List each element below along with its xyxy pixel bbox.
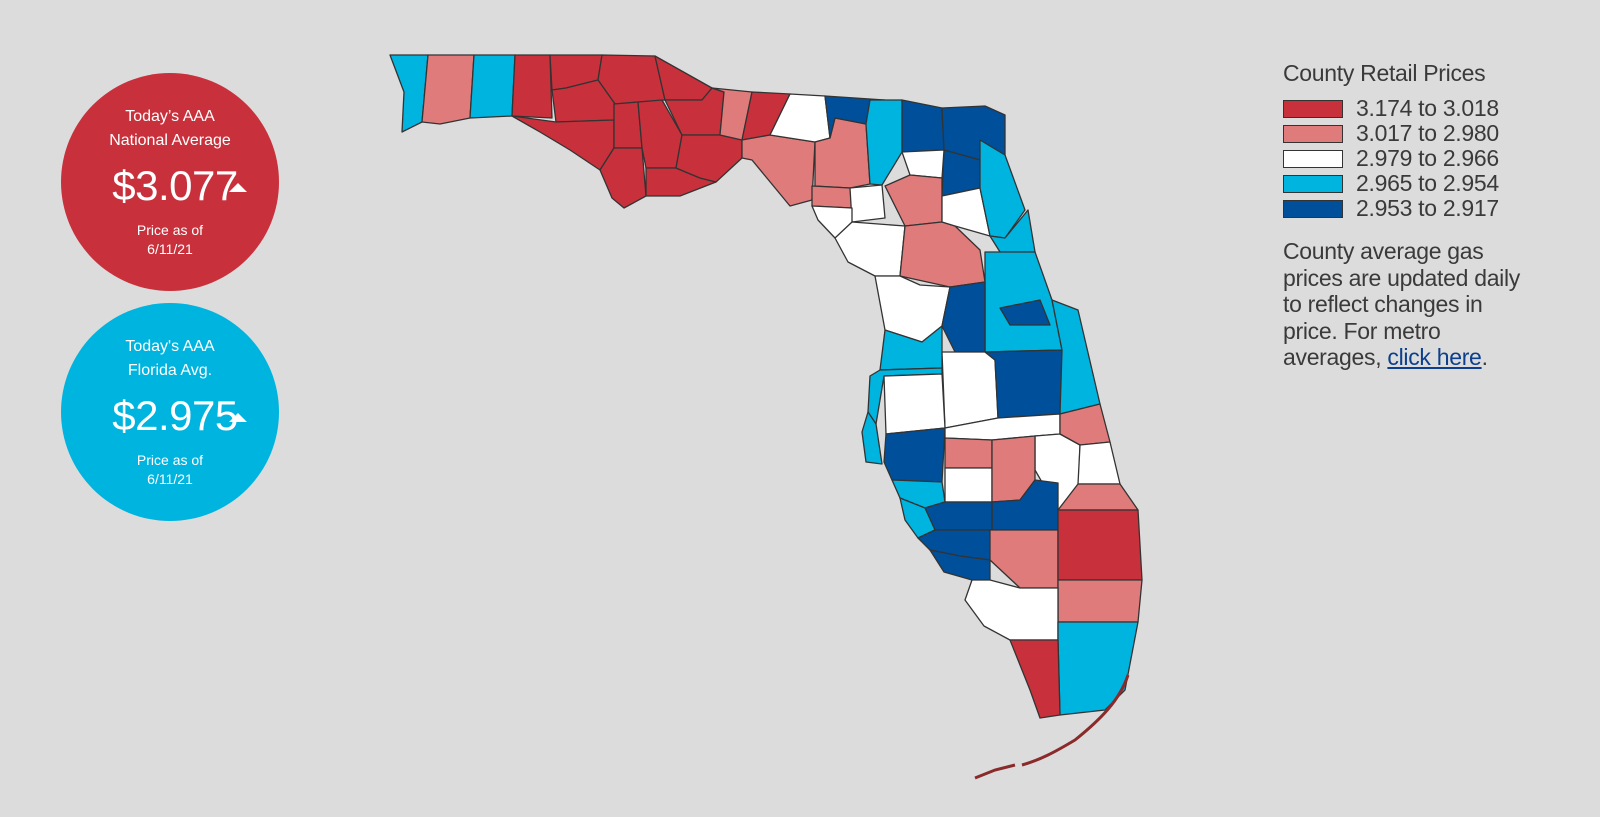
county-walton[interactable] — [511, 54, 553, 119]
legend-item: 2.979 to 2.966 — [1283, 146, 1533, 171]
florida-average-badge: Today's AAA Florida Avg. $2.975 Price as… — [61, 303, 279, 521]
legend-title: County Retail Prices — [1283, 60, 1486, 86]
florida-average-price: $2.975 — [112, 392, 238, 439]
county-baker[interactable] — [865, 99, 903, 186]
county-jefferson[interactable] — [711, 87, 753, 141]
county-broward[interactable] — [1057, 621, 1139, 716]
florida-keys — [974, 674, 1130, 780]
county-pasco[interactable] — [883, 373, 946, 435]
legend-swatch — [1283, 149, 1343, 168]
county-hardee[interactable] — [944, 467, 993, 503]
county-nassau[interactable] — [901, 99, 945, 153]
map-legend: County Retail Prices 3.174 to 3.018 3.01… — [1283, 58, 1533, 371]
legend-range: 2.965 to 2.954 — [1356, 170, 1499, 196]
legend-swatch — [1283, 199, 1343, 218]
county-sumter[interactable] — [941, 351, 999, 429]
county-gilchrist[interactable] — [849, 184, 886, 223]
legend-note-text: County average gas prices are updated da… — [1283, 238, 1521, 370]
county-volusia[interactable] — [984, 251, 1063, 353]
legend-range: 2.953 to 2.917 — [1356, 195, 1499, 221]
county-lake[interactable] — [941, 281, 986, 353]
county-seminole[interactable] — [999, 299, 1051, 326]
county-bay[interactable] — [511, 115, 615, 171]
legend-swatch — [1283, 174, 1343, 193]
county-okeechobee[interactable] — [1077, 441, 1121, 485]
county-union[interactable] — [901, 149, 945, 179]
county-bradford[interactable] — [884, 174, 943, 227]
legend-note: County average gas prices are updated da… — [1283, 238, 1523, 371]
legend-range: 3.017 to 2.980 — [1356, 120, 1499, 146]
national-price-date: Price as of 6/11/21 — [61, 221, 279, 259]
county-santa-rosa[interactable] — [421, 54, 475, 125]
legend-swatch — [1283, 99, 1343, 118]
county-levy[interactable] — [834, 221, 906, 277]
legend-swatch — [1283, 124, 1343, 143]
county-gadsden[interactable] — [654, 55, 713, 101]
county-hendry[interactable] — [989, 529, 1059, 589]
florida-asof-label: Price as of — [136, 452, 204, 468]
florida-average-title: Today's AAA Florida Avg. — [61, 335, 279, 383]
legend-item: 2.965 to 2.954 — [1283, 171, 1533, 196]
legend-item: 3.174 to 3.018 — [1283, 96, 1533, 121]
florida-asof-date: 6/11/21 — [147, 471, 193, 487]
national-asof-date: 6/11/21 — [147, 241, 193, 257]
county-palm-beach[interactable] — [1057, 579, 1143, 623]
national-title-line1: Today’s AAA — [125, 108, 215, 125]
up-triangle-icon — [229, 183, 247, 192]
county-flagler[interactable] — [989, 209, 1036, 253]
county-escambia[interactable] — [389, 54, 429, 133]
national-asof-label: Price as of — [136, 222, 204, 238]
legend-note-end: . — [1481, 344, 1488, 370]
county-manatee-area[interactable] — [944, 437, 993, 469]
national-average-price: $3.077 — [112, 162, 238, 209]
county-okaloosa[interactable] — [469, 54, 516, 119]
up-triangle-icon — [229, 413, 247, 422]
legend-range: 2.979 to 2.966 — [1356, 145, 1499, 171]
national-title-line2: National Average — [109, 132, 231, 149]
county-pinellas[interactable] — [861, 411, 883, 465]
county-martin[interactable] — [1057, 509, 1143, 581]
county-taylor[interactable] — [741, 134, 816, 207]
legend-item: 3.017 to 2.980 — [1283, 121, 1533, 146]
county-citrus[interactable] — [879, 325, 943, 371]
metro-averages-link[interactable]: click here — [1387, 344, 1482, 370]
county-lafayette[interactable] — [811, 185, 853, 209]
legend-range: 3.174 to 3.018 — [1356, 95, 1499, 121]
county-calhoun[interactable] — [613, 101, 643, 149]
county-putnam[interactable] — [941, 187, 991, 237]
county-desoto[interactable] — [924, 501, 993, 531]
national-average-badge: Today’s AAA National Average $3.077 Pric… — [61, 73, 279, 291]
florida-title-line2: Florida Avg. — [127, 362, 213, 379]
national-average-title: Today’s AAA National Average — [61, 105, 279, 153]
legend-item: 2.953 to 2.917 — [1283, 196, 1533, 221]
county-alachua[interactable] — [899, 221, 986, 288]
florida-title-line1: Today's AAA — [125, 338, 215, 355]
county-hillsborough[interactable] — [883, 427, 946, 483]
county-monroe[interactable] — [1009, 639, 1061, 719]
florida-price-date: Price as of 6/11/21 — [61, 451, 279, 489]
county-collier[interactable] — [964, 579, 1059, 641]
